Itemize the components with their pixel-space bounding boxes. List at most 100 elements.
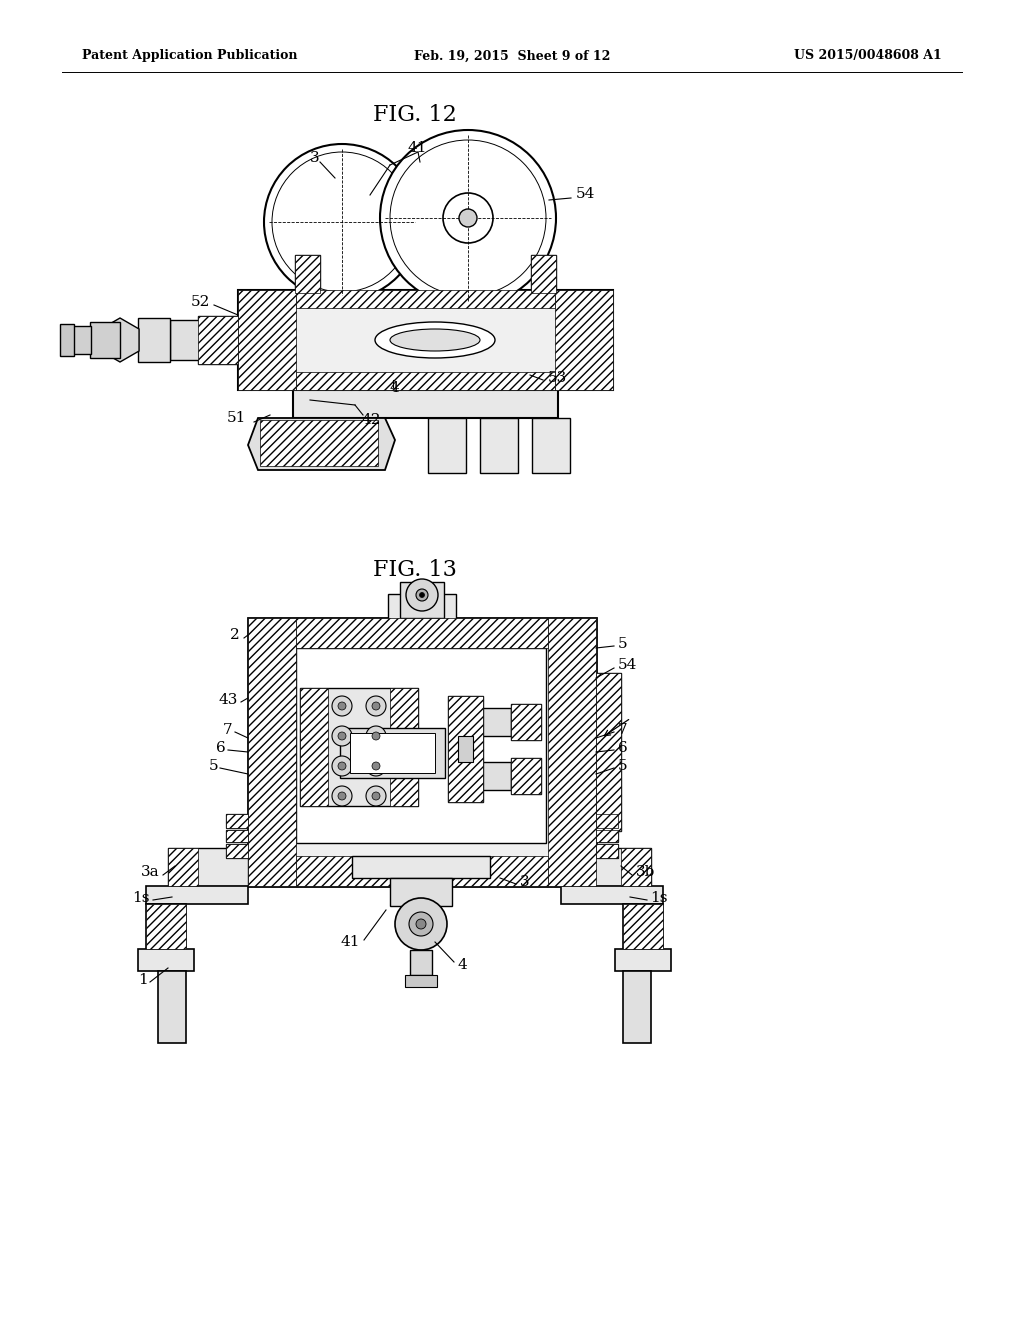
Text: 6: 6	[216, 741, 226, 755]
Circle shape	[272, 152, 412, 292]
Bar	[571, 847, 651, 886]
Bar	[449, 696, 483, 803]
Bar	[400, 582, 444, 618]
Text: 41: 41	[408, 141, 427, 154]
Bar	[480, 418, 518, 473]
Text: 1s: 1s	[132, 891, 150, 906]
Bar	[146, 904, 186, 949]
Bar	[296, 855, 548, 886]
Circle shape	[366, 756, 386, 776]
Bar	[248, 618, 296, 886]
Text: 2: 2	[230, 628, 240, 642]
Bar	[596, 814, 618, 828]
Bar	[623, 972, 651, 1043]
Bar	[511, 758, 541, 795]
Text: 1: 1	[138, 973, 148, 987]
Bar	[296, 618, 548, 648]
Bar	[168, 847, 248, 886]
Text: 5: 5	[618, 638, 628, 651]
Bar	[615, 949, 671, 972]
Circle shape	[338, 733, 346, 741]
Bar	[483, 708, 511, 737]
Text: 3a: 3a	[141, 865, 160, 879]
Bar	[623, 904, 663, 949]
Bar	[296, 290, 555, 308]
Bar	[226, 814, 248, 828]
Circle shape	[332, 756, 352, 776]
Bar	[226, 830, 248, 842]
Bar	[146, 886, 248, 904]
Bar	[350, 733, 435, 774]
Circle shape	[372, 792, 380, 800]
Bar	[170, 319, 200, 360]
Bar	[138, 318, 170, 362]
Bar	[458, 737, 473, 762]
Bar	[296, 648, 546, 843]
Bar	[532, 418, 570, 473]
Text: 43: 43	[219, 693, 238, 708]
Circle shape	[322, 434, 334, 446]
Circle shape	[372, 702, 380, 710]
Bar	[621, 847, 651, 886]
Bar	[596, 843, 618, 858]
Bar	[531, 255, 556, 293]
Circle shape	[372, 762, 380, 770]
Bar	[248, 618, 596, 886]
Circle shape	[380, 129, 556, 306]
Circle shape	[332, 785, 352, 807]
Bar	[138, 949, 194, 972]
Circle shape	[443, 193, 493, 243]
Bar	[410, 950, 432, 975]
Circle shape	[332, 726, 352, 746]
Bar	[293, 389, 558, 418]
Circle shape	[366, 726, 386, 746]
Circle shape	[332, 696, 352, 715]
Circle shape	[416, 589, 428, 601]
Bar	[295, 255, 319, 293]
Ellipse shape	[390, 329, 480, 351]
Bar	[623, 904, 663, 949]
Bar	[295, 255, 319, 293]
Ellipse shape	[375, 322, 495, 358]
Text: FIG. 12: FIG. 12	[373, 104, 457, 125]
Polygon shape	[101, 318, 139, 362]
Bar	[226, 830, 248, 842]
Circle shape	[420, 593, 425, 598]
Text: 6: 6	[618, 741, 628, 755]
Bar	[90, 322, 120, 358]
Bar	[428, 418, 466, 473]
Bar	[300, 688, 418, 807]
Text: 41: 41	[341, 935, 360, 949]
Text: 52: 52	[190, 294, 210, 309]
Text: Patent Application Publication: Patent Application Publication	[82, 49, 298, 62]
Bar	[511, 758, 541, 795]
Bar	[483, 762, 511, 789]
Bar	[226, 843, 248, 858]
Bar	[388, 594, 456, 620]
Bar	[390, 688, 418, 807]
Bar	[531, 255, 556, 293]
Text: 53: 53	[548, 371, 567, 385]
Text: 1s: 1s	[650, 891, 668, 906]
Bar	[548, 618, 596, 886]
Bar	[238, 290, 296, 389]
Bar	[60, 323, 74, 356]
Bar	[406, 975, 437, 987]
Circle shape	[372, 733, 380, 741]
Bar	[340, 729, 445, 777]
Bar	[561, 886, 663, 904]
Circle shape	[338, 792, 346, 800]
Bar	[596, 673, 621, 832]
Circle shape	[366, 785, 386, 807]
Bar	[390, 878, 452, 906]
Circle shape	[284, 426, 312, 454]
Bar	[73, 326, 91, 354]
Bar	[198, 315, 238, 364]
Text: US 2015/0048608 A1: US 2015/0048608 A1	[795, 49, 942, 62]
Circle shape	[416, 919, 426, 929]
Bar	[352, 855, 490, 878]
Text: 5: 5	[208, 759, 218, 774]
Text: 3: 3	[310, 150, 319, 165]
Bar	[226, 814, 248, 828]
Circle shape	[366, 696, 386, 715]
